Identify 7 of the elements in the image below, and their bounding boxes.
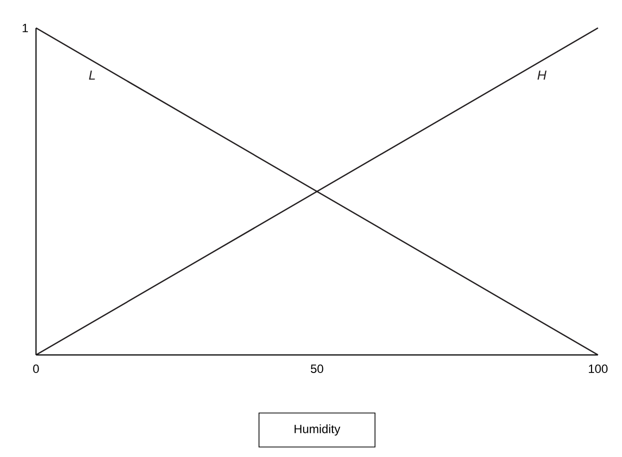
x-tick-label: 100: [588, 364, 608, 374]
series-label: L: [88, 70, 95, 80]
x-tick-label: 50: [310, 364, 324, 374]
x-axis-title: Humidity: [294, 424, 340, 436]
text: 1: [22, 24, 28, 32]
x-tick-label: 0: [33, 364, 39, 374]
series-label: H: [538, 70, 546, 80]
